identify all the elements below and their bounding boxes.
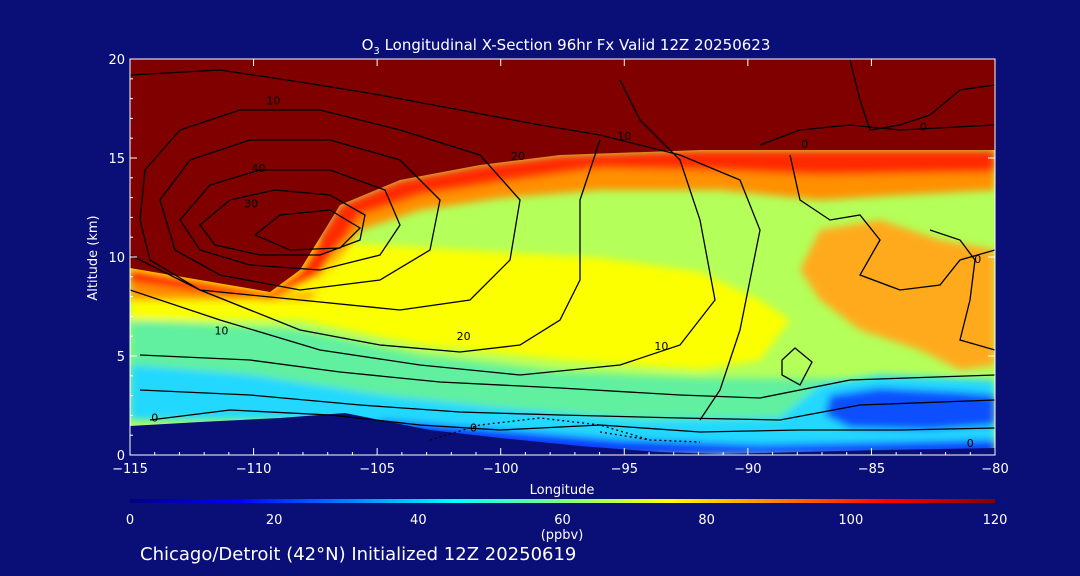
contour-label: 30	[244, 198, 258, 211]
contour-label: 0	[974, 253, 981, 266]
y-axis-title: Altitude (km)	[86, 215, 101, 300]
contour-line-ring-2	[159, 139, 441, 291]
x-tick-label: −105	[359, 462, 395, 477]
contour-label: 10	[617, 130, 631, 143]
contour-line-ring-1	[139, 109, 521, 311]
x-tick-label: −95	[611, 462, 638, 477]
contour-line-east-2	[849, 59, 995, 131]
contour-label: 0	[967, 437, 974, 450]
contour-line-outer-west	[130, 69, 761, 421]
contour-label: 20	[457, 330, 471, 343]
field-green-band	[130, 320, 995, 430]
contour-line-low-2	[139, 389, 995, 421]
colorbar-tick-label: 40	[410, 513, 427, 528]
contour-label: 40	[252, 162, 266, 175]
colorbar: 0 20 40 60 80 100 120 (ppbv)	[126, 499, 1008, 543]
colorbar-unit-label: (ppbv)	[541, 528, 584, 543]
colorbar-ticks: 0 20 40 60 80 100 120	[126, 513, 1008, 528]
y-tick-label: 15	[108, 152, 125, 167]
contour-line-dotted-2	[599, 431, 701, 443]
y-tick-label: 10	[108, 251, 125, 266]
colorbar-tick-label: 100	[838, 513, 863, 528]
contour-line-ring-5	[253, 209, 362, 251]
x-tick-label: −110	[236, 462, 272, 477]
contour-label: 10	[654, 340, 668, 353]
y-tick-label: 5	[117, 350, 125, 365]
x-tick-label: −115	[112, 462, 148, 477]
contour-line-east-3	[759, 124, 995, 146]
contour-label: 0	[920, 120, 927, 133]
contour-line-loop	[781, 347, 813, 386]
x-axis: −115 −110 −105 −100 −95 −90 −85 −80	[112, 59, 1009, 477]
contour-label: 20	[511, 150, 525, 163]
footer-caption: Chicago/Detroit (42°N) Initialized 12Z 2…	[140, 544, 576, 565]
contour-line-east-4	[929, 229, 995, 351]
x-tick-label: −90	[734, 462, 761, 477]
colorbar-bar	[130, 499, 995, 503]
contour-line-east-1	[789, 154, 995, 291]
field-orange-region-east	[800, 220, 995, 370]
contour-line-mid-2	[130, 79, 716, 376]
terrain-mask	[130, 413, 995, 455]
contour-label: 0	[151, 411, 158, 424]
field-red-band-upper	[130, 150, 995, 300]
y-tick-label: 0	[117, 449, 125, 464]
ozone-field: 10 40 30 20 10 0 0 10 20 10 0 0 0 0	[130, 59, 995, 455]
x-tick-label: −80	[981, 462, 1008, 477]
field-blue-region-east	[825, 388, 995, 430]
colorbar-tick-label: 0	[126, 513, 134, 528]
contour-label: 10	[266, 95, 280, 108]
field-dark-red-stratosphere	[130, 59, 995, 292]
contour-line-low-1	[139, 354, 995, 399]
contour-labels: 10 40 30 20 10 0 0 10 20 10 0 0 0 0	[151, 95, 981, 451]
colorbar-tick-label: 60	[554, 513, 571, 528]
field-orange-band-upper	[130, 162, 995, 300]
contour-line-ring-4	[199, 189, 366, 256]
colorbar-tick-label: 20	[266, 513, 283, 528]
x-tick-label: −100	[483, 462, 519, 477]
colorbar-tick-label: 80	[698, 513, 715, 528]
contour-label: 10	[214, 324, 228, 337]
x-tick-label: −85	[858, 462, 885, 477]
contour-label: 0	[801, 138, 808, 151]
contour-line-dotted-1	[429, 417, 651, 441]
contour-line-mid-1	[130, 139, 601, 353]
chart-title: O3 Longitudinal X-Section 96hr Fx Valid …	[362, 36, 771, 57]
x-axis-title: Longitude	[530, 483, 595, 498]
y-axis: 0 5 10 15 20	[108, 53, 995, 464]
contour-label: 0	[470, 421, 477, 434]
colorbar-tick-label: 120	[983, 513, 1008, 528]
contour-line-low-3	[149, 409, 995, 433]
contour-line-ring-3	[179, 169, 401, 271]
y-tick-label: 20	[108, 53, 125, 68]
contour-lines	[130, 59, 995, 443]
